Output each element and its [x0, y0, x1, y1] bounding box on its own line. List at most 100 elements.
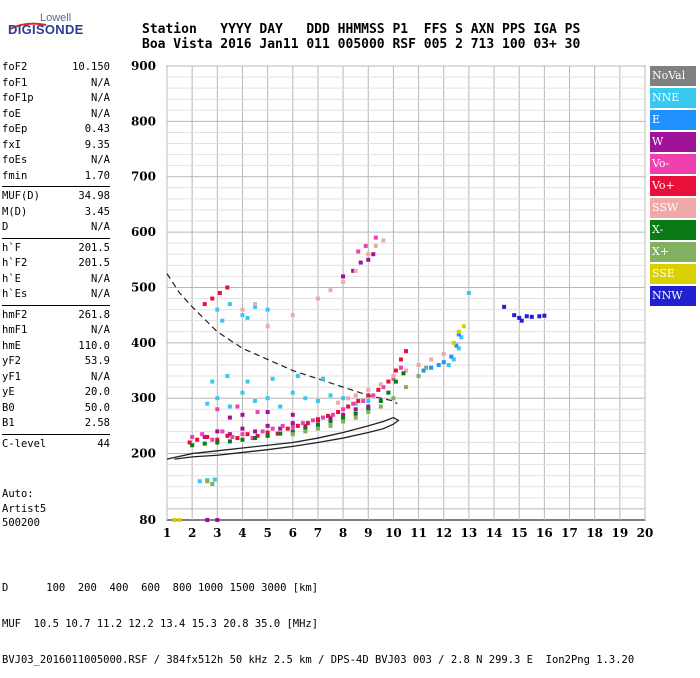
data-point-sse [456, 329, 461, 334]
data-point-w [253, 429, 258, 434]
param-value: 201.5 [78, 241, 110, 254]
param-name: C-level [2, 437, 47, 450]
data-point-x+ [205, 479, 210, 484]
footer-info: D 100 200 400 600 800 1000 1500 3000 [km… [2, 558, 634, 678]
data-point-vo+ [404, 349, 408, 354]
data-point-vo+ [366, 393, 371, 398]
data-point-w [366, 257, 371, 262]
logo-digisonde-text: DIGISONDE [8, 22, 84, 37]
data-point-w [358, 260, 363, 265]
data-point-vo- [363, 243, 368, 248]
data-point-nne [265, 307, 270, 312]
data-point-ssw [416, 362, 421, 367]
data-point-vo- [235, 404, 240, 409]
data-point-nnw [512, 313, 517, 318]
param-name: D [2, 221, 9, 233]
param-name: h`F [2, 241, 21, 254]
data-point-vo- [361, 398, 366, 403]
data-point-w [371, 252, 376, 257]
param-row: foF1p N/A [2, 91, 110, 107]
data-point-nne [227, 404, 232, 409]
data-point-nne [240, 390, 245, 395]
param-row: M(D) 3.45 [2, 205, 110, 221]
param-value: 110.0 [78, 339, 110, 352]
data-point-vo+ [398, 357, 403, 362]
footer-file-info: BVJ03_2016011005000.RSF / 384fx512h 50 k… [2, 654, 635, 666]
data-point-x- [393, 379, 398, 384]
data-point-nne [341, 396, 346, 401]
data-point-nne [210, 379, 215, 384]
data-point-vo- [331, 412, 336, 417]
data-point-w [265, 410, 270, 415]
x-tick-label: 18 [586, 526, 603, 540]
param-value: 3.45 [84, 205, 110, 218]
param-value: 34.98 [78, 190, 110, 202]
param-value: 201.5 [78, 257, 110, 269]
param-name: fxI [2, 138, 21, 151]
param-name: B0 [2, 401, 15, 414]
param-value: 9.35 [84, 138, 110, 151]
x-tick-label: 16 [536, 526, 553, 540]
data-point-vo+ [225, 285, 230, 290]
data-point-w [328, 415, 333, 420]
param-name: h`Es [2, 288, 28, 300]
data-point-nnw [502, 304, 507, 309]
data-point-e [454, 343, 459, 348]
param-value: 1.70 [84, 169, 110, 182]
y-tick-label: 800 [131, 114, 156, 128]
data-point-vo+ [356, 398, 361, 403]
data-point-nne [197, 479, 202, 484]
param-name: foF2 [2, 61, 28, 73]
data-point-nnw [517, 315, 522, 320]
data-point-nne [270, 376, 275, 381]
legend-item: NNW [650, 286, 696, 306]
data-point-x- [341, 415, 346, 420]
data-point-vo- [300, 421, 305, 426]
data-point-ssw [366, 252, 371, 257]
param-name: yF2 [2, 355, 21, 367]
param-value: N/A [91, 288, 110, 300]
param-name: MUF(D) [2, 190, 40, 202]
param-value: 261.8 [78, 308, 110, 321]
param-value: 20.0 [84, 386, 110, 398]
x-tick-label: 11 [410, 526, 427, 540]
param-row: h`E N/A [2, 272, 110, 288]
data-point-w [227, 432, 232, 437]
data-point-sse [172, 518, 177, 522]
param-row: h`F2 201.5 [2, 256, 110, 272]
y-tick-label: 500 [131, 280, 156, 294]
data-point-nne [451, 357, 456, 362]
data-point-x+ [366, 410, 371, 415]
param-row: D N/A [2, 220, 110, 236]
data-point-sse [177, 518, 182, 522]
data-point-x+ [315, 426, 320, 431]
param-row: foF1 N/A [2, 76, 110, 92]
x-tick-label: 5 [263, 526, 271, 540]
x-tick-label: 8 [339, 526, 347, 540]
data-point-nne [328, 393, 333, 398]
data-point-vo+ [295, 423, 300, 428]
data-point-vo- [290, 424, 295, 429]
data-point-x+ [378, 404, 383, 409]
chart-points [172, 235, 547, 522]
param-name: h`E [2, 272, 21, 285]
param-name: foF1 [2, 76, 28, 89]
data-point-vo- [381, 385, 386, 390]
data-point-w [353, 407, 358, 412]
data-point-vo- [371, 393, 376, 398]
data-point-nne [212, 477, 217, 482]
param-row: fmin 1.70 [2, 169, 110, 185]
data-point-x- [290, 429, 295, 434]
data-point-nne [215, 307, 220, 312]
data-point-e [436, 362, 441, 367]
x-tick-label: 10 [385, 526, 402, 540]
data-point-x+ [391, 396, 396, 401]
data-point-vo- [280, 423, 285, 428]
data-point-vo- [230, 434, 235, 439]
chart-axes: 1 2 3 4 5 6 7 8 9 10 11 12 13 14 15 16 17 18 19 20802003004… [131, 59, 653, 540]
data-point-x+ [341, 419, 346, 424]
data-point-vo+ [217, 291, 222, 295]
data-point-vo+ [265, 430, 270, 435]
param-row: foE N/A [2, 107, 110, 123]
data-point-ssw [253, 302, 258, 307]
